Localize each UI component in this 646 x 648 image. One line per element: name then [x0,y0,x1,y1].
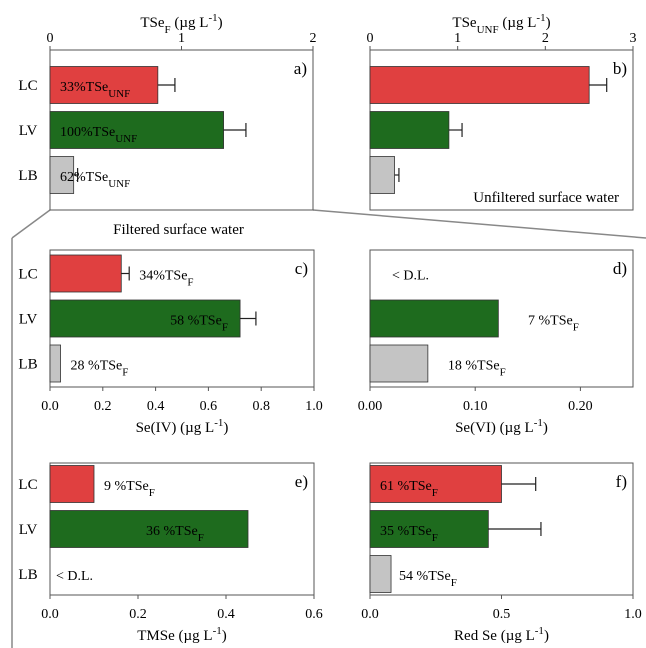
x-tick-label: 1.0 [624,607,642,622]
x-tick-label: 0.4 [147,399,165,414]
axis-title: Se(IV) (µg L-1) [136,417,229,436]
x-tick-label: 0.6 [200,399,218,414]
x-tick-label: 3 [630,31,637,46]
category-label: LV [19,522,38,538]
bar-lv [49,510,249,548]
x-tick-label: 0.2 [94,399,112,414]
panel-label: c) [295,259,308,278]
bar-lv [49,111,224,149]
bar-lb [49,344,61,383]
x-tick-label: 0 [47,31,54,46]
x-tick-label: 0.5 [493,607,511,622]
x-tick-label: 1.0 [305,399,323,414]
x-tick-label: 1 [454,31,461,46]
panel-e: LC 9 %TSeF LV 36 %TSeF LB < D.L. 0.0 0.2 0.4 0.6 T… [18,462,323,644]
bar-lc [369,66,590,104]
bar-annotation: 54 %TSeF [399,569,457,589]
bar-annotation: 100%TSeUNF [60,125,137,145]
bar-annotation: 7 %TSeF [528,314,579,334]
bar-lb [369,555,392,593]
bar-annotation: 62%TSeUNF [60,170,130,190]
axis-title: TSeUNF (µg L-1) [452,12,550,36]
panel-d: < D.L. 7 %TSeF 18 %TSeF 0.00 0.10 0.20 Se(VI) … [358,249,634,436]
axis-title: TSeF (µg L-1) [140,12,222,36]
bar-annotation: 28 %TSeF [71,359,129,379]
panel-label: b) [613,59,627,78]
bar-annotation: 35 %TSeF [380,524,438,544]
x-tick-label: 0 [367,31,374,46]
bar-annotation: 18 %TSeF [448,359,506,379]
bar-annotation: < D.L. [56,569,93,584]
axis-title: TMSe (µg L-1) [137,625,226,644]
x-tick-label: 0.2 [129,607,147,622]
category-label: LB [18,567,37,583]
panel-label: d) [613,259,627,278]
panel-f: 61 %TSeF 35 %TSeF 54 %TSeF 0.0 0.5 1.0 Red Se … [361,462,642,644]
axis-title: Se(VI) (µg L-1) [455,417,548,436]
bar-lb [369,344,429,383]
category-label: LB [18,168,37,184]
bar-lv [369,510,489,548]
panel-c: LC 34%TSeF LV 58 %TSeF LB 28 %TSeF 0.0 0.2 0.4 0.… [18,249,323,436]
panel-label: e) [295,472,308,491]
bar-annotation: < D.L. [392,269,429,284]
bar-lv [49,299,241,338]
bar-lv [369,111,450,149]
x-tick-label: 1 [178,31,185,46]
zoom-connector-lines [11,209,646,648]
x-tick-label: 0.0 [41,399,59,414]
bar-annotation: 58 %TSeF [170,314,228,334]
category-label: LC [18,477,37,493]
x-tick-label: 2 [542,31,549,46]
bar-lv [369,299,499,338]
category-label: LC [18,78,37,94]
panel-label: f) [616,472,627,491]
bar-annotation: 34%TSeF [139,269,193,289]
category-label: LB [18,357,37,373]
x-tick-label: 0.0 [41,607,59,622]
panel-note: Unfiltered surface water [473,190,619,206]
x-tick-label: 2 [310,31,317,46]
category-label: LV [19,123,38,139]
bar-lb [369,156,395,194]
category-label: LV [19,312,38,328]
bar-lc [49,465,95,503]
x-tick-label: 0.10 [463,399,488,414]
bar-lc [369,465,502,503]
x-tick-label: 0.0 [361,607,379,622]
bar-lc [49,254,122,293]
x-tick-label: 0.8 [252,399,270,414]
axis-title: Red Se (µg L-1) [454,625,549,644]
x-tick-label: 0.6 [305,607,323,622]
panel-label: a) [294,59,307,78]
connector-line-right [312,209,646,239]
bar-lc [49,66,159,104]
x-tick-label: 0.20 [568,399,593,414]
bar-annotation: 33%TSeUNF [60,80,130,100]
x-tick-label: 0.00 [358,399,383,414]
bar-annotation: 36 %TSeF [146,524,204,544]
category-label: LC [18,267,37,283]
x-tick-label: 0.4 [217,607,235,622]
panel-note: Filtered surface water [113,222,244,238]
panel-a: LC 33%TSeUNF LV 100%TSeUNF LB 62%TSeUNF 0 1 2 TSe… [18,12,316,238]
bar-annotation: 61 %TSeF [380,479,438,499]
connector-line-left [11,209,51,239]
panel-b: 0 1 2 3 TSeUNF (µg L-1) b) Unfiltered surface … [367,12,637,211]
bar-annotation: 9 %TSeF [104,479,155,499]
